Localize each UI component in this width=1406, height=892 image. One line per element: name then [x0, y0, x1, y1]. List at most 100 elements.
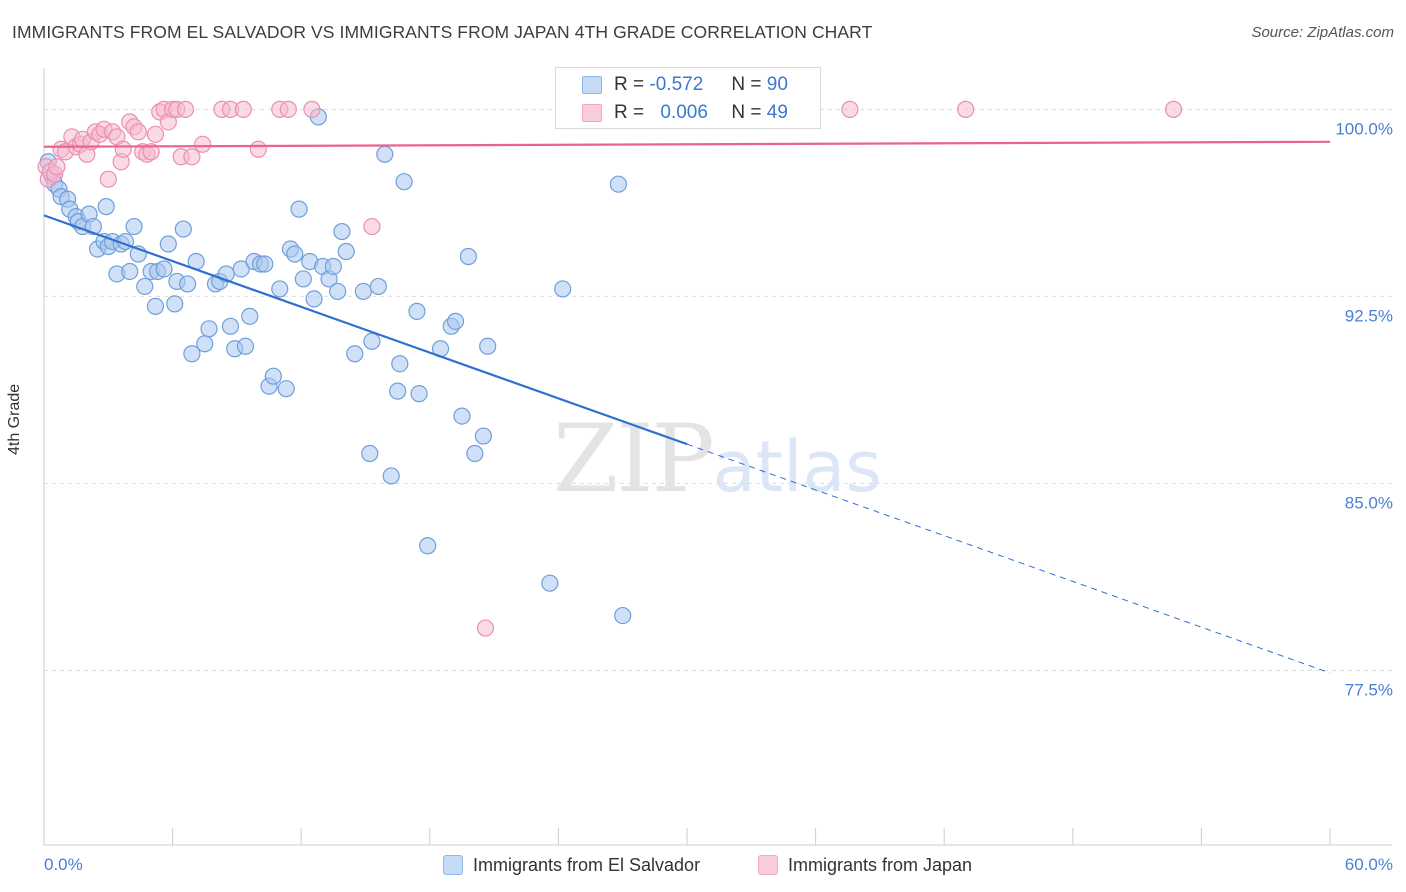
watermark-atlas: atlas [712, 426, 882, 508]
trend-line-japan [43, 140, 1331, 148]
trend-lines [43, 140, 1331, 674]
data-point-el-salvador [174, 220, 192, 238]
data-point-el-salvador [395, 173, 413, 191]
data-point-japan [303, 100, 321, 118]
data-point-el-salvador [290, 200, 308, 218]
data-point-japan [176, 100, 195, 118]
gridlines [44, 108, 1392, 671]
data-point-el-salvador [410, 385, 428, 403]
data-point-el-salvador [264, 367, 282, 385]
bottom-legend-japan: Immigrants from Japan [758, 851, 972, 879]
data-point-el-salvador [236, 337, 255, 355]
chart-title: IMMIGRANTS FROM EL SALVADOR VS IMMIGRANT… [12, 22, 873, 42]
data-point-el-salvador [408, 302, 426, 320]
data-point-el-salvador [474, 427, 492, 445]
data-point-el-salvador [446, 312, 465, 330]
legend-n-label: N = [731, 102, 762, 123]
data-point-el-salvador [277, 380, 295, 398]
y-tick-label: 85.0% [1345, 493, 1393, 512]
legend-n-value: 49 [766, 102, 788, 123]
data-point-el-salvador [541, 574, 559, 592]
legend-r-value: 0.006 [660, 102, 708, 123]
data-point-el-salvador [271, 280, 289, 298]
data-point-el-salvador [389, 382, 407, 400]
data-point-el-salvador [361, 444, 379, 463]
data-point-japan [1164, 100, 1183, 118]
data-point-japan [142, 143, 160, 161]
data-point-japan [476, 619, 495, 637]
bottom-legend-label: Immigrants from Japan [788, 854, 973, 875]
data-point-el-salvador [419, 537, 437, 555]
data-point-el-salvador [382, 467, 400, 485]
data-point-japan [841, 100, 859, 118]
watermark-zip: ZIP [553, 405, 715, 514]
bottom-legend-label: Immigrants from El Salvador [473, 854, 701, 875]
data-point-el-salvador [136, 277, 154, 296]
data-point-japan [194, 135, 212, 153]
legend-n-label: N = [731, 74, 762, 95]
data-point-japan [234, 100, 252, 118]
series-el-salvador-points [39, 108, 632, 625]
data-point-el-salvador [554, 280, 572, 298]
data-point-el-salvador [466, 444, 484, 463]
data-point-el-salvador [286, 245, 304, 263]
data-point-el-salvador [179, 275, 197, 293]
data-point-japan [48, 158, 66, 176]
data-point-el-salvador [479, 337, 497, 355]
data-point-japan [957, 100, 975, 118]
data-point-japan [114, 140, 132, 158]
data-point-el-salvador [221, 317, 240, 335]
legend-r-label: R = [614, 102, 645, 123]
data-point-el-salvador [146, 297, 165, 315]
data-point-el-salvador [337, 242, 355, 261]
legend-row-el-salvador: R = -0.572 N = 90 [582, 72, 788, 98]
data-point-el-salvador [196, 335, 214, 353]
correlation-legend: R = -0.572 N = 90 R = 0.006 N = 49 [555, 67, 821, 129]
legend-r-value: -0.572 [649, 74, 704, 95]
data-point-japan [363, 217, 381, 236]
data-point-el-salvador [305, 290, 323, 308]
tick-labels: 100.0% 92.5% 85.0% 77.5% 0.0% 60.0% [44, 119, 1393, 874]
bottom-legend-swatch-pink [758, 855, 778, 875]
data-point-el-salvador [376, 145, 394, 163]
data-point-el-salvador [256, 255, 274, 273]
data-point-el-salvador [363, 332, 381, 350]
data-point-el-salvador [125, 217, 143, 236]
data-point-el-salvador [354, 282, 372, 301]
source-credit: Source: ZipAtlas.com [1251, 24, 1394, 41]
data-point-el-salvador [155, 260, 173, 278]
legend-swatch-blue [582, 76, 602, 94]
axes [43, 68, 1392, 846]
legend-swatch-pink [582, 104, 602, 122]
legend-n-value: 90 [766, 74, 788, 95]
y-tick-label: 92.5% [1345, 306, 1393, 325]
data-point-el-salvador [121, 262, 139, 281]
data-point-japan [249, 140, 267, 158]
watermark: ZIPatlas [553, 405, 882, 514]
data-point-el-salvador [159, 235, 177, 253]
data-point-el-salvador [294, 270, 312, 288]
data-point-el-salvador [346, 345, 364, 363]
bottom-legend-swatch-blue [443, 855, 463, 875]
data-point-japan [129, 123, 147, 141]
data-point-el-salvador [453, 407, 471, 425]
data-point-el-salvador [166, 295, 184, 313]
x-tick-label: 0.0% [44, 855, 83, 874]
data-point-el-salvador [97, 198, 115, 216]
data-point-el-salvador [391, 355, 409, 373]
data-point-el-salvador [200, 320, 218, 338]
x-tick-label: 60.0% [1345, 855, 1393, 874]
legend-r-label: R = [614, 74, 645, 95]
data-point-el-salvador [609, 175, 628, 193]
series-japan-points [37, 100, 1183, 637]
trend-line-el-salvador [43, 214, 688, 446]
data-point-el-salvador [183, 345, 201, 363]
data-point-el-salvador [333, 222, 351, 241]
legend-row-japan: R = 0.006 N = 49 [582, 100, 788, 126]
y-tick-label: 100.0% [1335, 119, 1393, 138]
data-point-el-salvador [324, 257, 342, 276]
data-point-japan [146, 125, 165, 143]
data-point-el-salvador [241, 307, 259, 325]
data-point-japan [99, 170, 117, 188]
